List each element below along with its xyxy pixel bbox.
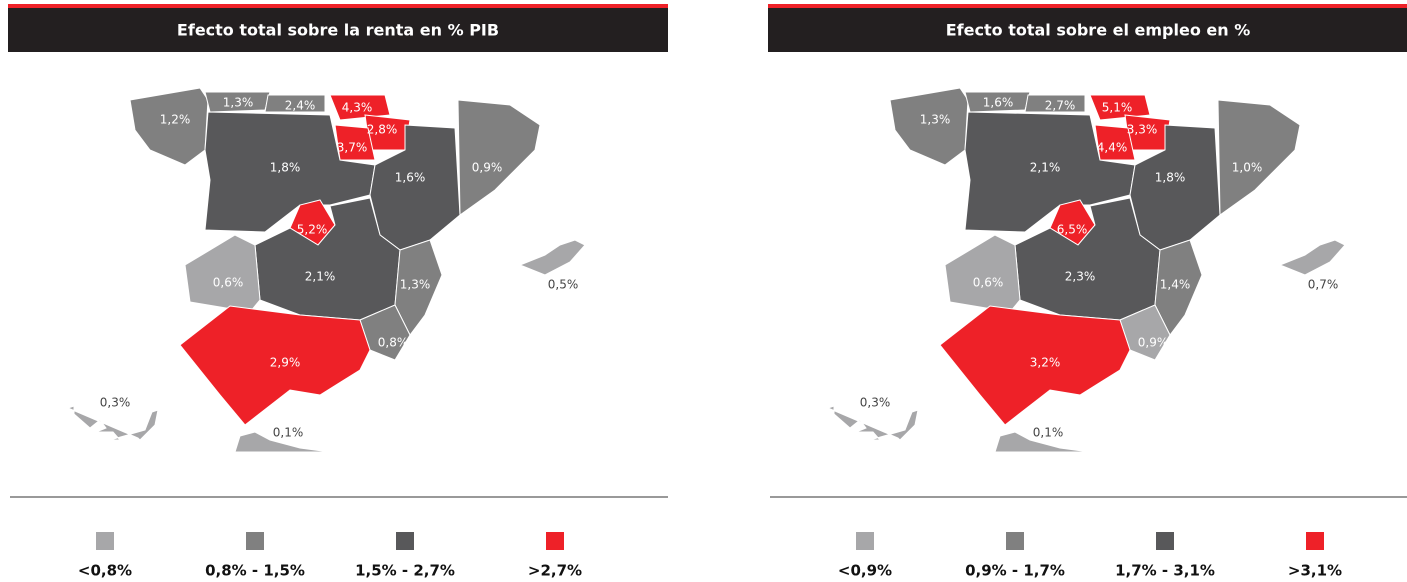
- title-accent: [8, 4, 668, 8]
- region-label: 0,3%: [860, 396, 891, 410]
- legend-swatch: [546, 532, 564, 550]
- region-label: 3,3%: [1127, 123, 1158, 137]
- region-label: 3,2%: [1030, 356, 1061, 370]
- region: [1217, 99, 1301, 216]
- title-bar: [8, 8, 668, 52]
- region: [1024, 94, 1086, 113]
- region: [1094, 124, 1136, 161]
- legend-swatch: [246, 532, 264, 550]
- legend-swatch: [856, 532, 874, 550]
- region: [944, 234, 1021, 313]
- legend-label: >2,7%: [528, 562, 582, 580]
- region-label: 2,1%: [305, 270, 336, 284]
- region: [184, 234, 261, 313]
- region-label: 2,7%: [1045, 99, 1076, 113]
- legend-label: >3,1%: [1288, 562, 1342, 580]
- legend-label: <0,9%: [838, 562, 892, 580]
- region-label: 1,8%: [270, 161, 301, 175]
- region-label: 4,4%: [1097, 141, 1128, 155]
- region: [129, 87, 209, 166]
- region-label: 1,0%: [1232, 161, 1263, 175]
- region-label: 2,9%: [270, 356, 301, 370]
- legend-label: 1,5% - 2,7%: [355, 562, 455, 580]
- region-label: 0,1%: [1033, 426, 1064, 440]
- region: [518, 239, 586, 276]
- region: [234, 431, 331, 453]
- region-label: 3,7%: [337, 141, 368, 155]
- region-label: 2,4%: [285, 99, 316, 113]
- legend-label: 0,8% - 1,5%: [205, 562, 305, 580]
- panel-title: Efecto total sobre la renta en % PIB: [177, 21, 499, 40]
- region: [826, 405, 919, 441]
- region: [939, 305, 1131, 426]
- region-label: 2,1%: [1030, 161, 1061, 175]
- region-label: 5,2%: [297, 223, 328, 237]
- region: [889, 87, 969, 166]
- legend-label: <0,8%: [78, 562, 132, 580]
- title-bar: [768, 8, 1407, 52]
- region-label: 6,5%: [1057, 223, 1088, 237]
- legend-swatch: [1006, 532, 1024, 550]
- region: [66, 405, 159, 441]
- region-label: 1,3%: [400, 278, 431, 292]
- region-label: 1,6%: [983, 96, 1014, 110]
- region: [994, 431, 1091, 453]
- region-label: 1,3%: [920, 113, 951, 127]
- region: [179, 305, 371, 426]
- region: [329, 94, 391, 121]
- legend-swatch: [1156, 532, 1174, 550]
- region: [1278, 239, 1346, 276]
- region: [334, 124, 376, 161]
- legend-label: 1,7% - 3,1%: [1115, 562, 1215, 580]
- region-label: 2,8%: [367, 123, 398, 137]
- legend-swatch: [396, 532, 414, 550]
- region-label: 5,1%: [1102, 101, 1133, 115]
- region-label: 1,6%: [395, 171, 426, 185]
- region: [457, 99, 541, 216]
- region-label: 2,3%: [1065, 270, 1096, 284]
- region-label: 1,2%: [160, 113, 191, 127]
- region-label: 1,3%: [223, 96, 254, 110]
- region-label: 0,1%: [273, 426, 304, 440]
- region-label: 1,8%: [1155, 171, 1186, 185]
- legend-swatch: [96, 532, 114, 550]
- region-label: 0,6%: [973, 276, 1004, 290]
- region-label: 1,4%: [1160, 278, 1191, 292]
- region: [264, 94, 326, 113]
- title-accent: [768, 4, 1407, 8]
- region-label: 0,9%: [1138, 336, 1169, 350]
- region-label: 0,9%: [472, 161, 503, 175]
- region-label: 4,3%: [342, 101, 373, 115]
- region-label: 0,6%: [213, 276, 244, 290]
- legend-label: 0,9% - 1,7%: [965, 562, 1065, 580]
- panel-title: Efecto total sobre el empleo en %: [946, 21, 1250, 40]
- region-label: 0,7%: [1308, 278, 1339, 292]
- region-label: 0,3%: [100, 396, 131, 410]
- legend-swatch: [1306, 532, 1324, 550]
- region-label: 0,8%: [378, 336, 409, 350]
- region: [1089, 94, 1151, 121]
- region-label: 0,5%: [548, 278, 579, 292]
